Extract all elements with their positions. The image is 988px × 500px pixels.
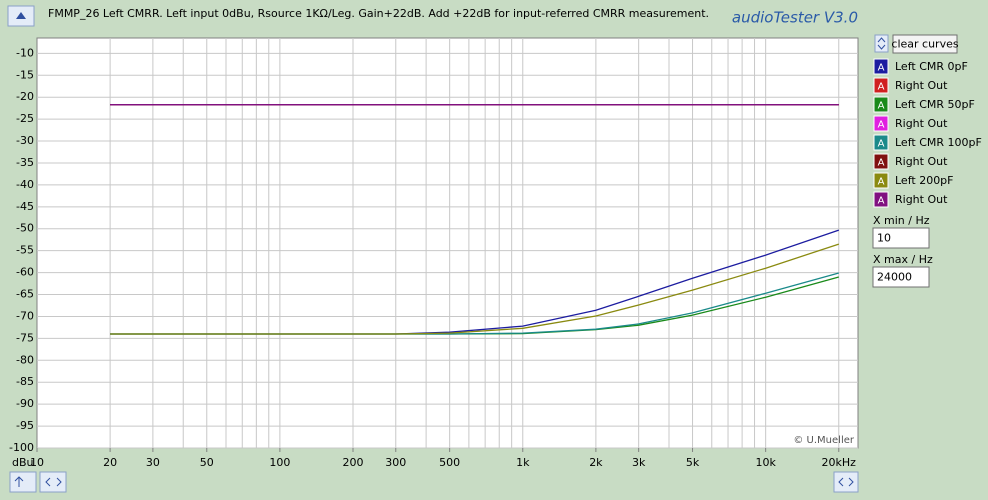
- y-tick-label: -70: [16, 309, 34, 322]
- legend-label: Left 200pF: [895, 174, 954, 187]
- legend-swatch[interactable]: [873, 77, 889, 94]
- legend-swatch[interactable]: [873, 172, 889, 189]
- x-tick-label: 100: [269, 456, 290, 469]
- x-tick-label: 500: [439, 456, 460, 469]
- curve: [110, 243, 840, 335]
- legend-swatch[interactable]: [873, 153, 889, 170]
- xmin-label: X min / Hz: [873, 214, 930, 227]
- scroll-button[interactable]: [833, 471, 859, 493]
- legend-label: Right Out: [895, 117, 948, 130]
- y-tick-label: -95: [16, 419, 34, 432]
- y-tick-label: -15: [16, 68, 34, 81]
- legend-icon: A: [878, 196, 885, 207]
- y-tick-label: -85: [16, 375, 34, 388]
- legend-icon: A: [878, 120, 885, 131]
- y-tick-label: -45: [16, 200, 34, 213]
- y-tick-label: -65: [16, 288, 34, 301]
- legend-label: Left CMR 0pF: [895, 60, 968, 73]
- y-tick-label: -50: [16, 222, 34, 235]
- arrow-icon: [45, 477, 62, 487]
- credit: © U.Mueller: [793, 435, 855, 446]
- legend-label: Right Out: [895, 155, 948, 168]
- legend-swatch[interactable]: [873, 96, 889, 113]
- y-tick-label: -60: [16, 266, 34, 279]
- x-tick-label: 200: [342, 456, 363, 469]
- y-tick-label: -25: [16, 112, 34, 125]
- legend-label: Left CMR 100pF: [895, 136, 982, 149]
- y-tick-label: -80: [16, 353, 34, 366]
- chart-title: FMMP_26 Left CMRR. Left input 0dBu, Rsou…: [48, 7, 709, 20]
- legend-swatch[interactable]: [873, 191, 889, 208]
- y-tick-label: -55: [16, 244, 34, 257]
- legend-label: Right Out: [895, 79, 948, 92]
- x-tick-label: 1k: [516, 456, 530, 469]
- x-tick-label: 10: [30, 456, 44, 469]
- legend-icon: A: [878, 82, 885, 93]
- xmin-input[interactable]: [872, 227, 930, 249]
- x-tick-label: 50: [200, 456, 214, 469]
- scroll-button[interactable]: [39, 471, 67, 493]
- legend-icon: A: [878, 158, 885, 169]
- legend-label: Left CMR 50pF: [895, 98, 975, 111]
- y-tick-label: -100: [9, 441, 34, 454]
- y-tick-label: -75: [16, 331, 34, 344]
- plot-area: [36, 37, 859, 449]
- legend-icon: A: [878, 177, 885, 188]
- app-name: audioTester V3.0: [732, 9, 858, 27]
- y-tick-label: -20: [16, 90, 34, 103]
- legend-swatch[interactable]: [873, 58, 889, 75]
- xmax-label: X max / Hz: [873, 253, 933, 266]
- legend-icon: A: [878, 139, 885, 150]
- x-tick-label: 5k: [686, 456, 700, 469]
- spin-button[interactable]: [874, 34, 889, 53]
- arrow-icon: [14, 476, 24, 487]
- arrow-icon: [838, 477, 854, 487]
- arrow-icon: [877, 37, 886, 50]
- x-tick-label: 20kHz: [822, 456, 857, 469]
- x-tick-label: 3k: [632, 456, 646, 469]
- xmin-value: 10: [877, 232, 891, 245]
- y-tick-label: -30: [16, 134, 34, 147]
- xmax-value: 24000: [877, 271, 912, 284]
- legend-icon: A: [878, 63, 885, 74]
- scroll-button[interactable]: [9, 471, 37, 493]
- x-tick-label: 30: [146, 456, 160, 469]
- xmax-input[interactable]: [872, 266, 930, 288]
- legend-swatch[interactable]: [873, 134, 889, 151]
- x-tick-label: 300: [385, 456, 406, 469]
- arrow-icon: [16, 12, 26, 19]
- y-tick-label: -40: [16, 178, 34, 191]
- y-unit-label: dBu: [12, 456, 34, 469]
- x-tick-label: 10k: [755, 456, 776, 469]
- clear-curves-button[interactable]: [892, 34, 958, 54]
- legend-swatch[interactable]: [873, 115, 889, 132]
- y-tick-label: -90: [16, 397, 34, 410]
- x-tick-label: 2k: [589, 456, 603, 469]
- x-tick-label: 20: [103, 456, 117, 469]
- button-label: clear curves: [891, 38, 958, 51]
- y-tick-label: -35: [16, 156, 34, 169]
- legend-label: Right Out: [895, 193, 948, 206]
- y-tick-label: -10: [16, 46, 34, 59]
- legend-icon: A: [878, 101, 885, 112]
